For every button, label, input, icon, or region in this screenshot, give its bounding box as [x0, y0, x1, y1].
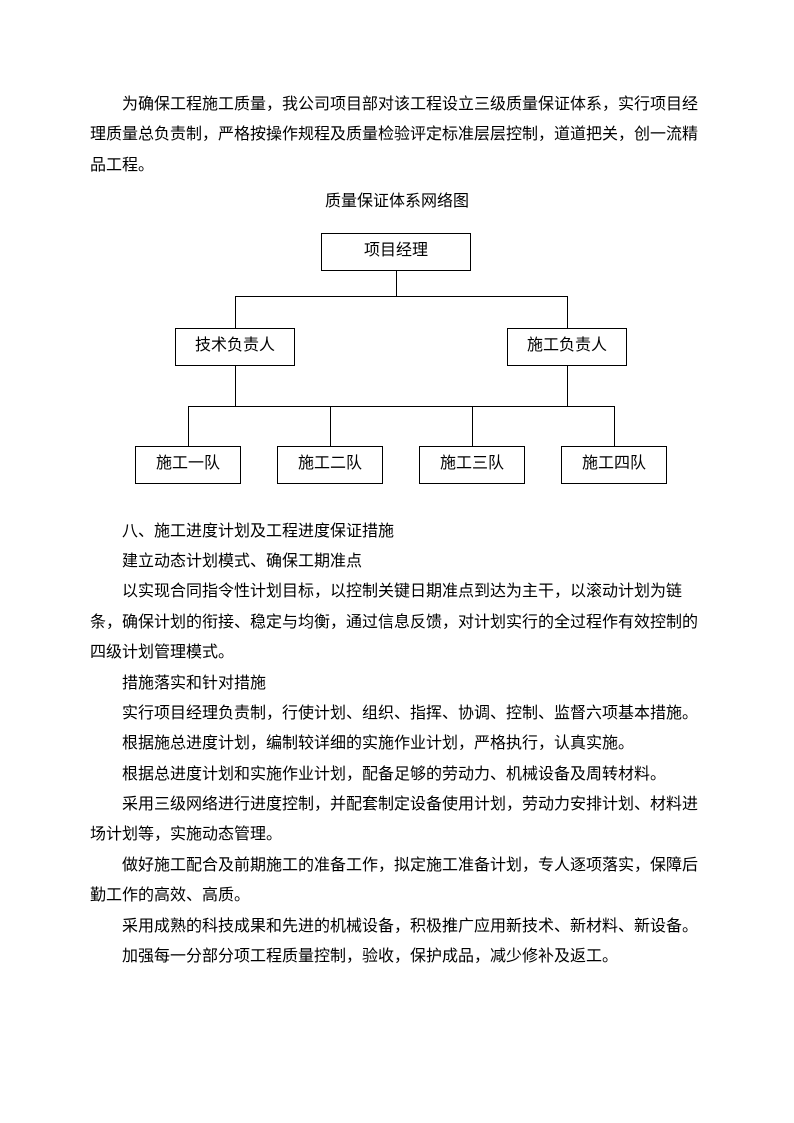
- org-root-node: 项目经理: [321, 233, 471, 271]
- org-team3-node: 施工三队: [419, 446, 525, 484]
- connector-line: [614, 406, 615, 446]
- connector-line: [330, 406, 331, 446]
- org-level2-right-label: 施工负责人: [527, 331, 607, 361]
- body-paragraph: 以实现合同指令性计划目标，以控制关键日期准点到达为主干，以滚动计划为链条，确保计…: [90, 577, 704, 668]
- connector-line: [396, 271, 397, 296]
- connector-line: [188, 406, 614, 407]
- body-paragraph: 措施落实和针对措施: [90, 669, 704, 699]
- chart-title: 质量保证体系网络图: [90, 187, 704, 217]
- connector-line: [188, 406, 189, 446]
- org-team1-label: 施工一队: [156, 449, 220, 479]
- section-8-title: 八、施工进度计划及工程进度保证措施: [90, 517, 704, 547]
- connector-line: [472, 406, 473, 446]
- org-level2-left-label: 技术负责人: [195, 331, 275, 361]
- body-paragraph: 采用成熟的科技成果和先进的机械设备，积极推广应用新技术、新材料、新设备。: [90, 912, 704, 942]
- org-level2-right-node: 施工负责人: [507, 328, 627, 366]
- org-team4-label: 施工四队: [582, 449, 646, 479]
- org-chart: 项目经理 技术负责人 施工负责人 施工一队 施工二队 施工三队 施工四队: [117, 228, 677, 503]
- body-paragraph: 做好施工配合及前期施工的准备工作，拟定施工准备计划，专人逐项落实，保障后勤工作的…: [90, 851, 704, 912]
- org-team4-node: 施工四队: [561, 446, 667, 484]
- connector-line: [235, 296, 567, 297]
- connector-line: [235, 366, 236, 406]
- org-root-label: 项目经理: [364, 236, 428, 266]
- org-level2-left-node: 技术负责人: [175, 328, 295, 366]
- org-team3-label: 施工三队: [440, 449, 504, 479]
- org-team1-node: 施工一队: [135, 446, 241, 484]
- body-paragraph: 实行项目经理负责制，行使计划、组织、指挥、协调、控制、监督六项基本措施。: [90, 699, 704, 729]
- connector-line: [235, 296, 236, 328]
- org-team2-label: 施工二队: [298, 449, 362, 479]
- body-paragraph: 加强每一分部分项工程质量控制，验收，保护成品，减少修补及返工。: [90, 942, 704, 972]
- connector-line: [567, 366, 568, 406]
- body-paragraph: 建立动态计划模式、确保工期准点: [90, 547, 704, 577]
- connector-line: [567, 296, 568, 328]
- org-team2-node: 施工二队: [277, 446, 383, 484]
- body-paragraph: 根据施总进度计划，编制较详细的实施作业计划，严格执行，认真实施。: [90, 729, 704, 759]
- intro-paragraph: 为确保工程施工质量，我公司项目部对该工程设立三级质量保证体系，实行项目经理质量总…: [90, 90, 704, 181]
- body-paragraph: 根据总进度计划和实施作业计划，配备足够的劳动力、机械设备及周转材料。: [90, 760, 704, 790]
- body-paragraph: 采用三级网络进行进度控制，并配套制定设备使用计划，劳动力安排计划、材料进场计划等…: [90, 790, 704, 851]
